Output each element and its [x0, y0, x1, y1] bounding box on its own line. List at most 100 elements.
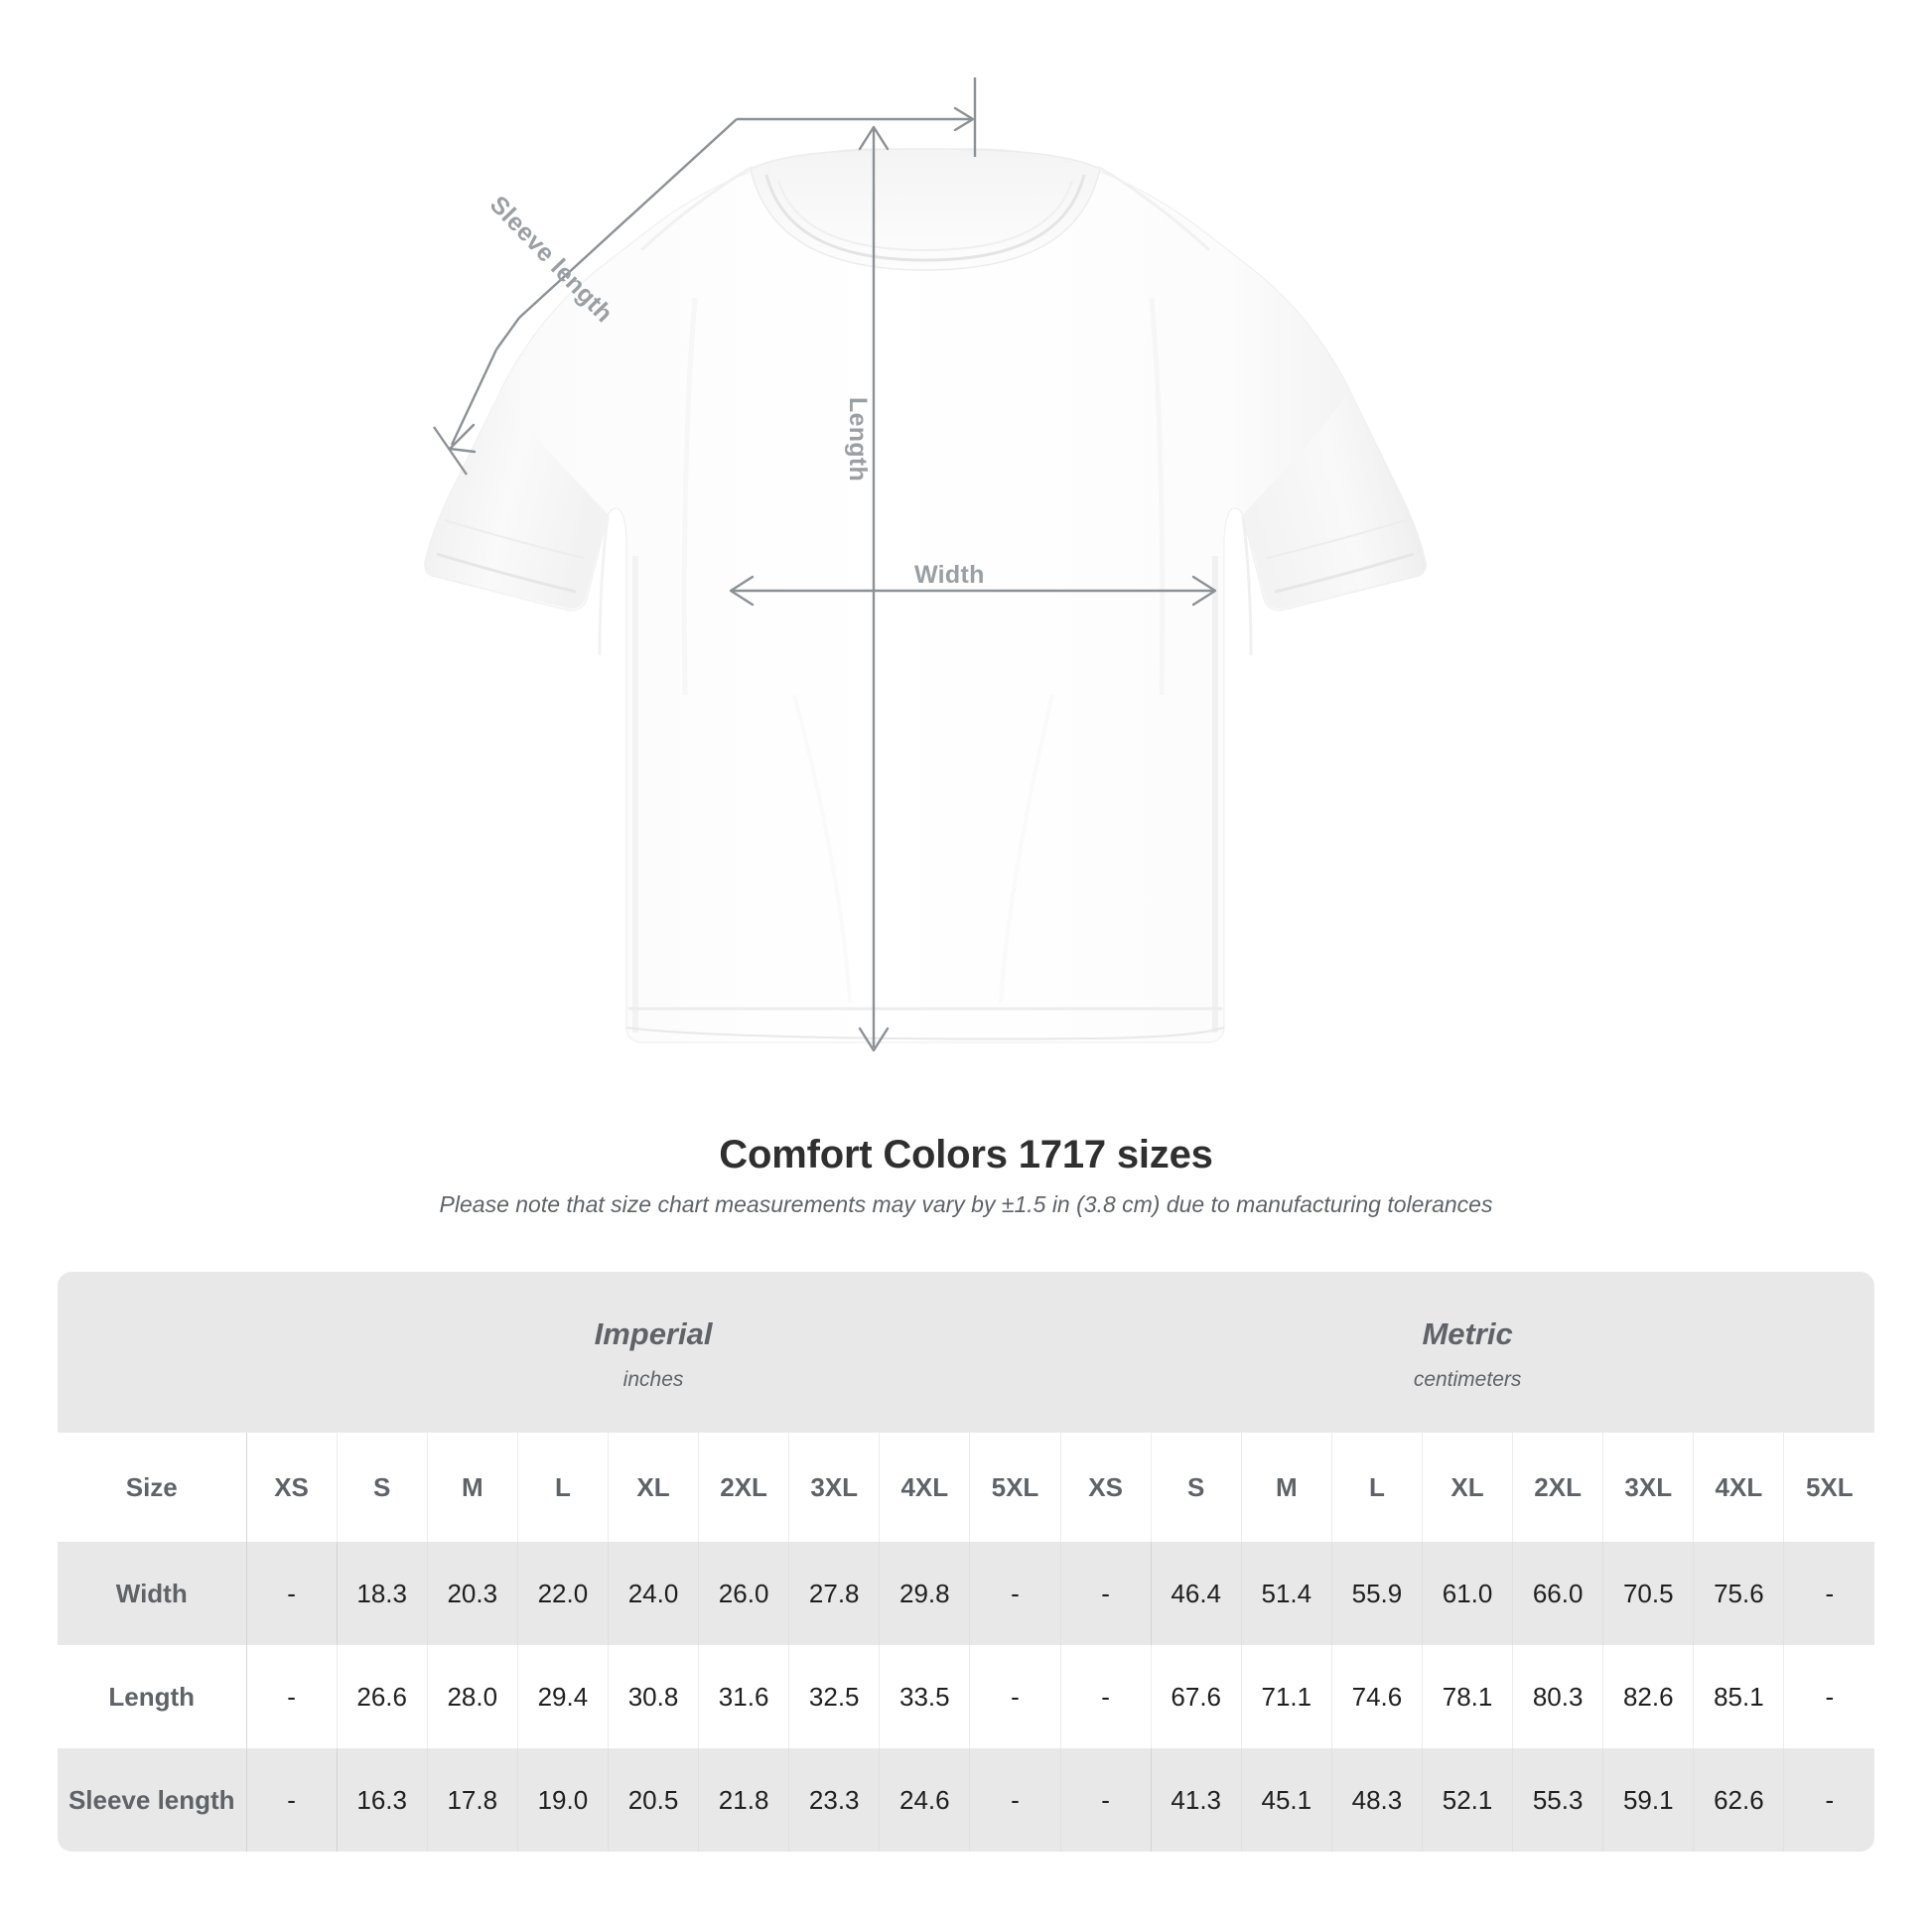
- column-header-imperial-m: M: [427, 1433, 518, 1542]
- cell-imperial-width-xl: 24.0: [608, 1542, 700, 1645]
- table-row: Sleeve length -16.3 17.8 19.0 20.5 21.8 23.3 24…: [58, 1748, 1875, 1852]
- cell-imperial-length-l: 29.4: [517, 1645, 609, 1748]
- cell-imperial-length-s: 26.6: [337, 1645, 428, 1748]
- column-header-imperial-2xl: 2XL: [698, 1433, 790, 1542]
- unit-name: Imperial: [594, 1316, 713, 1352]
- column-header-metric-l: L: [1331, 1433, 1423, 1542]
- cell-metric-sleeve-length-s: 41.3: [1151, 1748, 1242, 1852]
- cell-metric-length-4xl: 85.1: [1693, 1645, 1785, 1748]
- cell-metric-sleeve-length-xs: -: [1059, 1748, 1152, 1852]
- cell-imperial-sleeve-length-m: 17.8: [427, 1748, 518, 1852]
- width-label: Width: [914, 561, 985, 589]
- cell-imperial-length-5xl: -: [969, 1645, 1061, 1748]
- column-header-imperial-xs: XS: [245, 1433, 338, 1542]
- width-dimension: [729, 575, 1217, 607]
- cell-imperial-width-3xl: 27.8: [788, 1542, 881, 1645]
- cell-imperial-width-2xl: 26.0: [698, 1542, 790, 1645]
- column-header-imperial-s: S: [337, 1433, 428, 1542]
- column-header-imperial-3xl: 3XL: [788, 1433, 881, 1542]
- row-label-length: Length: [58, 1645, 247, 1748]
- cell-imperial-width-4xl: 29.8: [879, 1542, 971, 1645]
- cell-metric-width-3xl: 70.5: [1602, 1542, 1695, 1645]
- column-header-metric-xl: XL: [1422, 1433, 1514, 1542]
- cell-metric-width-s: 46.4: [1151, 1542, 1242, 1645]
- unit-header-metric: Metric centimeters: [1060, 1272, 1875, 1433]
- cell-metric-length-5xl: -: [1783, 1645, 1875, 1748]
- cell-imperial-sleeve-length-3xl: 23.3: [788, 1748, 881, 1852]
- cell-metric-sleeve-length-xl: 52.1: [1422, 1748, 1514, 1852]
- column-header-imperial-4xl: 4XL: [879, 1433, 971, 1542]
- column-header-imperial-l: L: [517, 1433, 609, 1542]
- column-header-size: Size: [58, 1433, 247, 1542]
- column-header-metric-s: S: [1151, 1433, 1242, 1542]
- cell-imperial-sleeve-length-2xl: 21.8: [698, 1748, 790, 1852]
- length-label: Length: [844, 397, 872, 483]
- tshirt-illustration: [424, 77, 1427, 1052]
- cell-metric-sleeve-length-2xl: 55.3: [1512, 1748, 1604, 1852]
- cell-imperial-sleeve-length-l: 19.0: [517, 1748, 609, 1852]
- unit-header-row: Imperial inches Metric centimeters: [58, 1272, 1875, 1433]
- table-row: Width -18.3 20.3 22.0 24.0 26.0 27.8 29.8- -46.4…: [58, 1542, 1875, 1645]
- row-label-width: Width: [58, 1542, 247, 1645]
- unit-name: Metric: [1422, 1316, 1513, 1352]
- cell-imperial-length-xl: 30.8: [608, 1645, 700, 1748]
- unit-subtitle: centimeters: [1413, 1367, 1522, 1391]
- cell-imperial-width-5xl: -: [969, 1542, 1061, 1645]
- cell-metric-sleeve-length-5xl: -: [1783, 1748, 1875, 1852]
- tshirt-diagram: Width Length Sleeve length: [424, 77, 1427, 1052]
- length-dimension: [858, 125, 890, 1052]
- table-row: Length -26.6 28.0 29.4 30.8 31.6 32.5 33.5- -67.…: [58, 1645, 1875, 1748]
- cell-imperial-width-m: 20.3: [427, 1542, 518, 1645]
- cell-metric-length-xl: 78.1: [1422, 1645, 1514, 1748]
- page-title: Comfort Colors 1717 sizes: [719, 1133, 1213, 1176]
- cell-imperial-sleeve-length-xs: -: [245, 1748, 338, 1852]
- column-header-metric-m: M: [1241, 1433, 1332, 1542]
- cell-imperial-sleeve-length-5xl: -: [969, 1748, 1061, 1852]
- cell-metric-length-xs: -: [1059, 1645, 1152, 1748]
- cell-metric-width-m: 51.4: [1241, 1542, 1332, 1645]
- cell-metric-width-4xl: 75.6: [1693, 1542, 1785, 1645]
- column-header-imperial-5xl: 5XL: [969, 1433, 1061, 1542]
- shirt-silhouette: [424, 148, 1427, 1043]
- cell-imperial-length-3xl: 32.5: [788, 1645, 881, 1748]
- cell-metric-sleeve-length-l: 48.3: [1331, 1748, 1423, 1852]
- column-header-metric-2xl: 2XL: [1512, 1433, 1604, 1542]
- size-chart-table-wrapper: Imperial inches Metric centimeters Size XS S M L…: [58, 1272, 1875, 1852]
- cell-imperial-length-4xl: 33.5: [879, 1645, 971, 1748]
- column-header-metric-xs: XS: [1059, 1433, 1152, 1542]
- unit-header-imperial: Imperial inches: [246, 1272, 1061, 1433]
- cell-imperial-sleeve-length-s: 16.3: [337, 1748, 428, 1852]
- cell-metric-width-l: 55.9: [1331, 1542, 1423, 1645]
- cell-imperial-sleeve-length-xl: 20.5: [608, 1748, 700, 1852]
- column-header-metric-4xl: 4XL: [1693, 1433, 1785, 1542]
- cell-metric-sleeve-length-m: 45.1: [1241, 1748, 1332, 1852]
- row-label-sleeve-length: Sleeve length: [58, 1748, 247, 1852]
- cell-imperial-length-xs: -: [245, 1645, 338, 1748]
- cell-metric-length-l: 74.6: [1331, 1645, 1423, 1748]
- cell-metric-sleeve-length-3xl: 59.1: [1602, 1748, 1695, 1852]
- measurement-lines: [433, 77, 1217, 1052]
- cell-metric-length-m: 71.1: [1241, 1645, 1332, 1748]
- page-subtitle: Please note that size chart measurements…: [439, 1191, 1493, 1217]
- column-header-metric-3xl: 3XL: [1602, 1433, 1695, 1542]
- cell-imperial-width-xs: -: [245, 1542, 338, 1645]
- cell-metric-length-2xl: 80.3: [1512, 1645, 1604, 1748]
- title-block: Comfort Colors 1717 sizes Please note th…: [0, 1132, 1932, 1219]
- sleeve-length-dimension: [433, 77, 977, 476]
- cell-metric-length-3xl: 82.6: [1602, 1645, 1695, 1748]
- column-header-metric-5xl: 5XL: [1783, 1433, 1875, 1542]
- unit-row-spacer: [58, 1272, 246, 1433]
- cell-metric-width-5xl: -: [1783, 1542, 1875, 1645]
- cell-imperial-sleeve-length-4xl: 24.6: [879, 1748, 971, 1852]
- unit-subtitle: inches: [622, 1367, 684, 1391]
- cell-imperial-length-2xl: 31.6: [698, 1645, 790, 1748]
- cell-metric-width-xl: 61.0: [1422, 1542, 1514, 1645]
- cell-imperial-length-m: 28.0: [427, 1645, 518, 1748]
- cell-metric-width-xs: -: [1059, 1542, 1152, 1645]
- column-header-imperial-xl: XL: [608, 1433, 700, 1542]
- cell-metric-length-s: 67.6: [1151, 1645, 1242, 1748]
- cell-imperial-width-s: 18.3: [337, 1542, 428, 1645]
- cell-metric-sleeve-length-4xl: 62.6: [1693, 1748, 1785, 1852]
- size-chart-table: Imperial inches Metric centimeters Size XS S M L…: [58, 1272, 1875, 1852]
- size-header-row: Size XS S M L XL 2XL 3XL 4XL 5XL XS S M L XL 2XL 3XL 4XL 5…: [58, 1433, 1875, 1542]
